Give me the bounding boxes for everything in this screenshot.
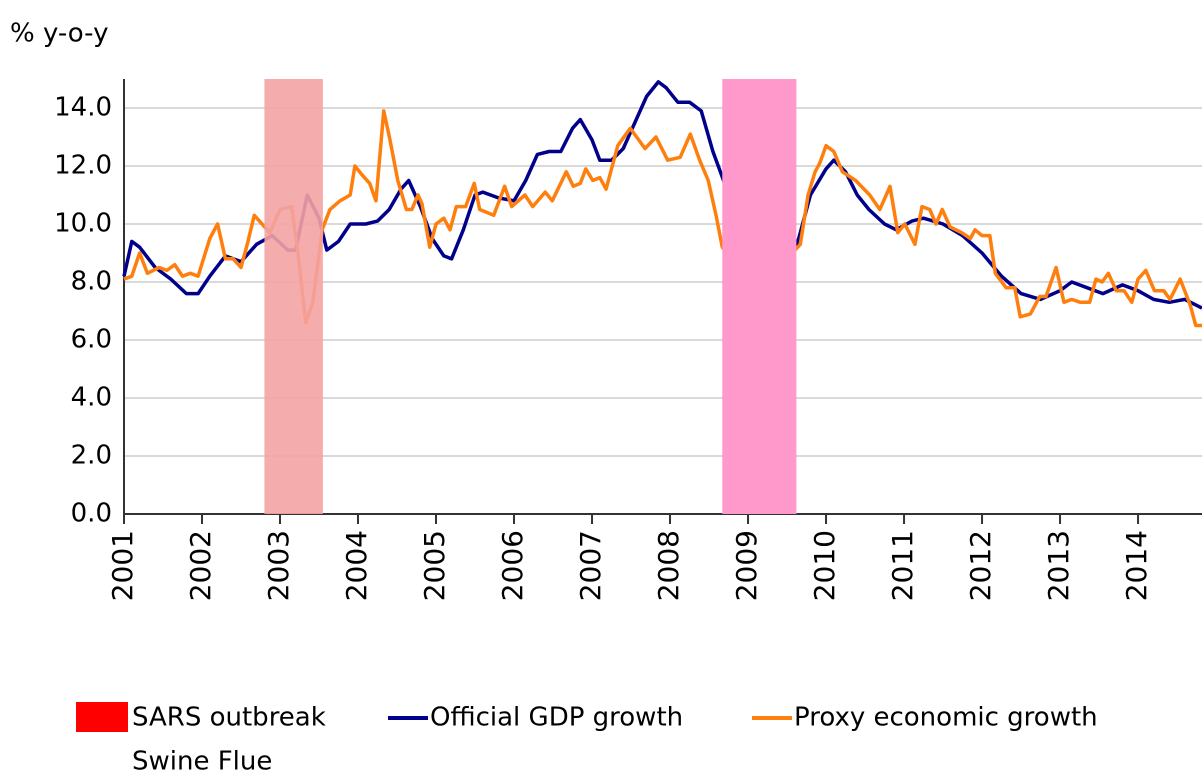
x-tick-label: 2009 <box>730 530 763 601</box>
x-tick-label: 2005 <box>418 530 451 601</box>
legend-label: Proxy economic growth <box>794 703 1098 733</box>
shaded-region <box>722 79 797 514</box>
y-tick-label: 4.0 <box>71 383 112 413</box>
y-axis-label: % y-o-y <box>10 19 108 49</box>
x-tick-label: 2006 <box>496 530 529 601</box>
x-tick-label: 2010 <box>808 530 841 601</box>
shaded-region <box>264 79 323 514</box>
x-tick-label: 2003 <box>262 530 295 601</box>
legend-label: Swine Flue <box>132 747 272 773</box>
x-tick-label: 2004 <box>340 530 373 601</box>
y-tick-label: 6.0 <box>71 325 112 355</box>
x-tick-label: 2012 <box>964 530 997 601</box>
y-tick-label: 2.0 <box>71 441 112 471</box>
legend-label: SARS outbreak <box>132 703 326 733</box>
legend-label: Official GDP growth <box>430 703 683 733</box>
x-tick-label: 2008 <box>652 530 685 601</box>
y-tick-label: 14.0 <box>54 93 112 123</box>
y-tick-label: 12.0 <box>54 151 112 181</box>
y-tick-label: 8.0 <box>71 267 112 297</box>
legend-swatch <box>76 702 128 732</box>
y-tick-label: 10.0 <box>54 209 112 239</box>
x-tick-label: 2013 <box>1042 530 1075 601</box>
x-tick-label: 2014 <box>1120 530 1153 601</box>
x-tick-label: 2001 <box>106 530 139 601</box>
x-tick-label: 2007 <box>574 530 607 601</box>
y-tick-label: 0.0 <box>71 499 112 529</box>
x-tick-label: 2011 <box>886 530 919 601</box>
x-tick-label: 2002 <box>184 530 217 601</box>
